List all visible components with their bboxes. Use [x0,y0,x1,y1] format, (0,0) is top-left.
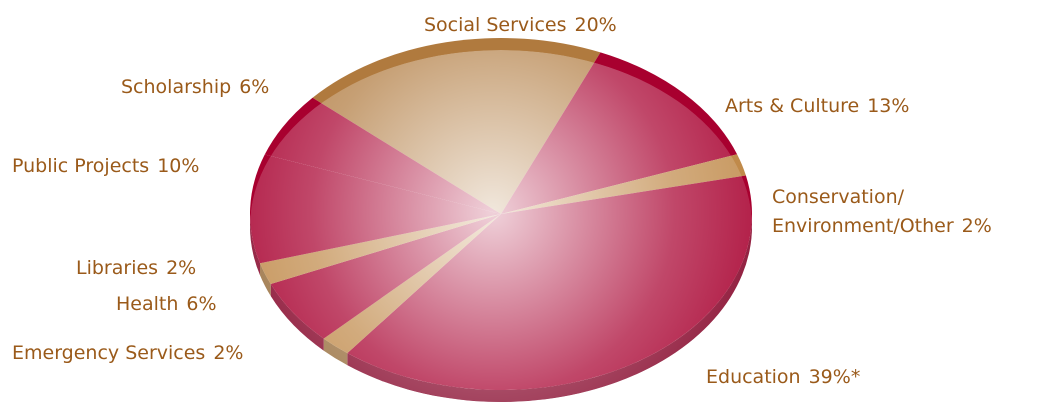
label-public-projects: Public Projects 10% [12,155,199,177]
label-arts-culture: Arts & Culture 13% [725,95,909,117]
label-education: Education 39%* [706,366,860,388]
pie-highlight [250,50,752,402]
label-libraries: Libraries 2% [76,257,196,279]
label-scholarship: Scholarship 6% [121,76,269,98]
label-health: Health 6% [116,293,217,315]
label-conservation-line1: Conservation/ [772,186,905,208]
label-conservation-line2: Environment/Other 2% [772,215,992,237]
pie-labels: Social Services 20% Arts & Culture 13% Con… [12,14,992,388]
label-social-services: Social Services 20% [424,14,617,36]
label-emergency-services: Emergency Services 2% [12,342,243,364]
